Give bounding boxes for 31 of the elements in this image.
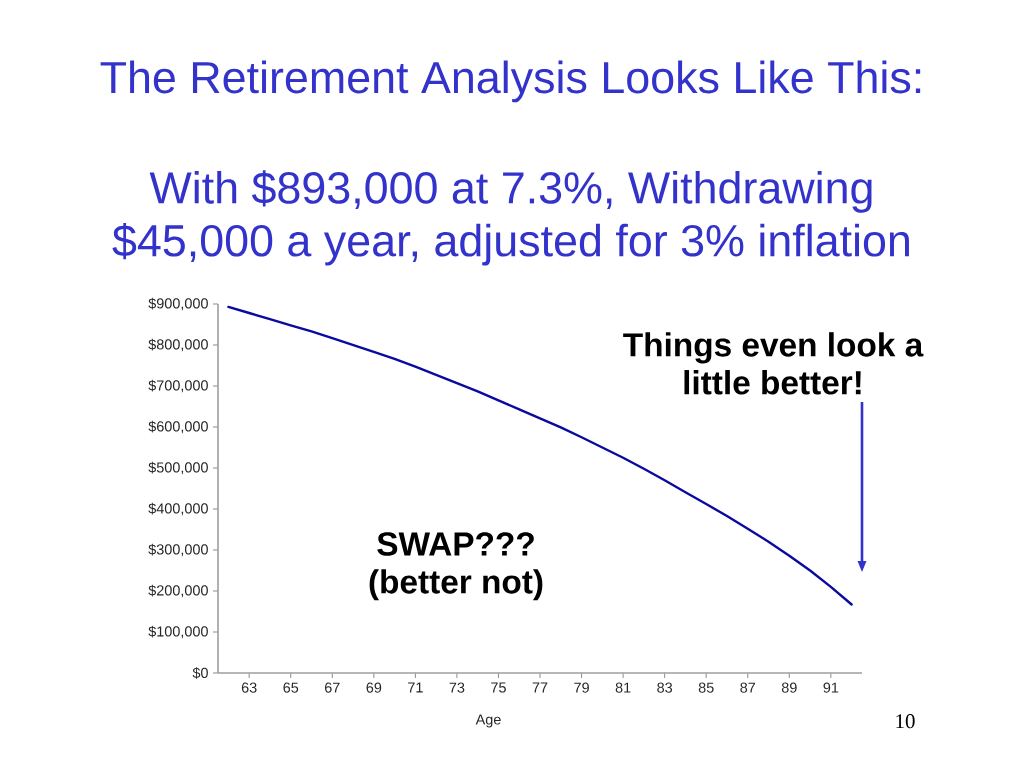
- text: 10: [896, 714, 915, 729]
- y-tick-label: $600,000: [148, 420, 208, 434]
- x-tick-label: 77: [532, 682, 548, 693]
- y-tick-label: $900,000: [148, 297, 208, 311]
- y-tick-label: $800,000: [148, 338, 208, 352]
- x-tick-label: 81: [615, 682, 631, 693]
- chart-title: The Retirement Analysis Looks Like This:: [100, 60, 921, 103]
- x-tick-label: 69: [366, 682, 382, 693]
- x-tick-label: 87: [740, 682, 756, 693]
- x-tick-label: 67: [324, 682, 340, 693]
- x-tick-label: 75: [491, 682, 506, 693]
- y-tick-label: $0: [192, 667, 208, 679]
- x-tick-label: 71: [408, 682, 423, 693]
- x-tick-label: 65: [283, 682, 299, 693]
- y-tick-label: $400,000: [148, 502, 208, 516]
- x-tick-label: 63: [241, 682, 257, 693]
- x-tick-label: 85: [698, 682, 714, 693]
- y-tick-label: $200,000: [148, 584, 208, 598]
- chart-subtitle: With $893,000 at 7.3%, Withdrawing $45,000 a year, adjusted for 3% inflation: [112, 170, 909, 266]
- y-tick-label: $700,000: [148, 379, 208, 393]
- y-tick-label: $300,000: [148, 543, 208, 557]
- x-tick-label: 73: [449, 682, 465, 693]
- x-tick-label: 79: [574, 682, 589, 693]
- x-tick-label: 89: [781, 682, 797, 693]
- annotation: Things even look a little better!: [623, 332, 924, 395]
- x-tick-label: 91: [823, 682, 839, 693]
- y-tick-label: $500,000: [148, 461, 208, 475]
- annotation: SWAP??? (better not): [369, 532, 543, 601]
- x-axis-title: Age: [475, 714, 501, 728]
- x-tick-label: 83: [657, 682, 673, 693]
- y-tick-label: $100,000: [148, 625, 208, 639]
